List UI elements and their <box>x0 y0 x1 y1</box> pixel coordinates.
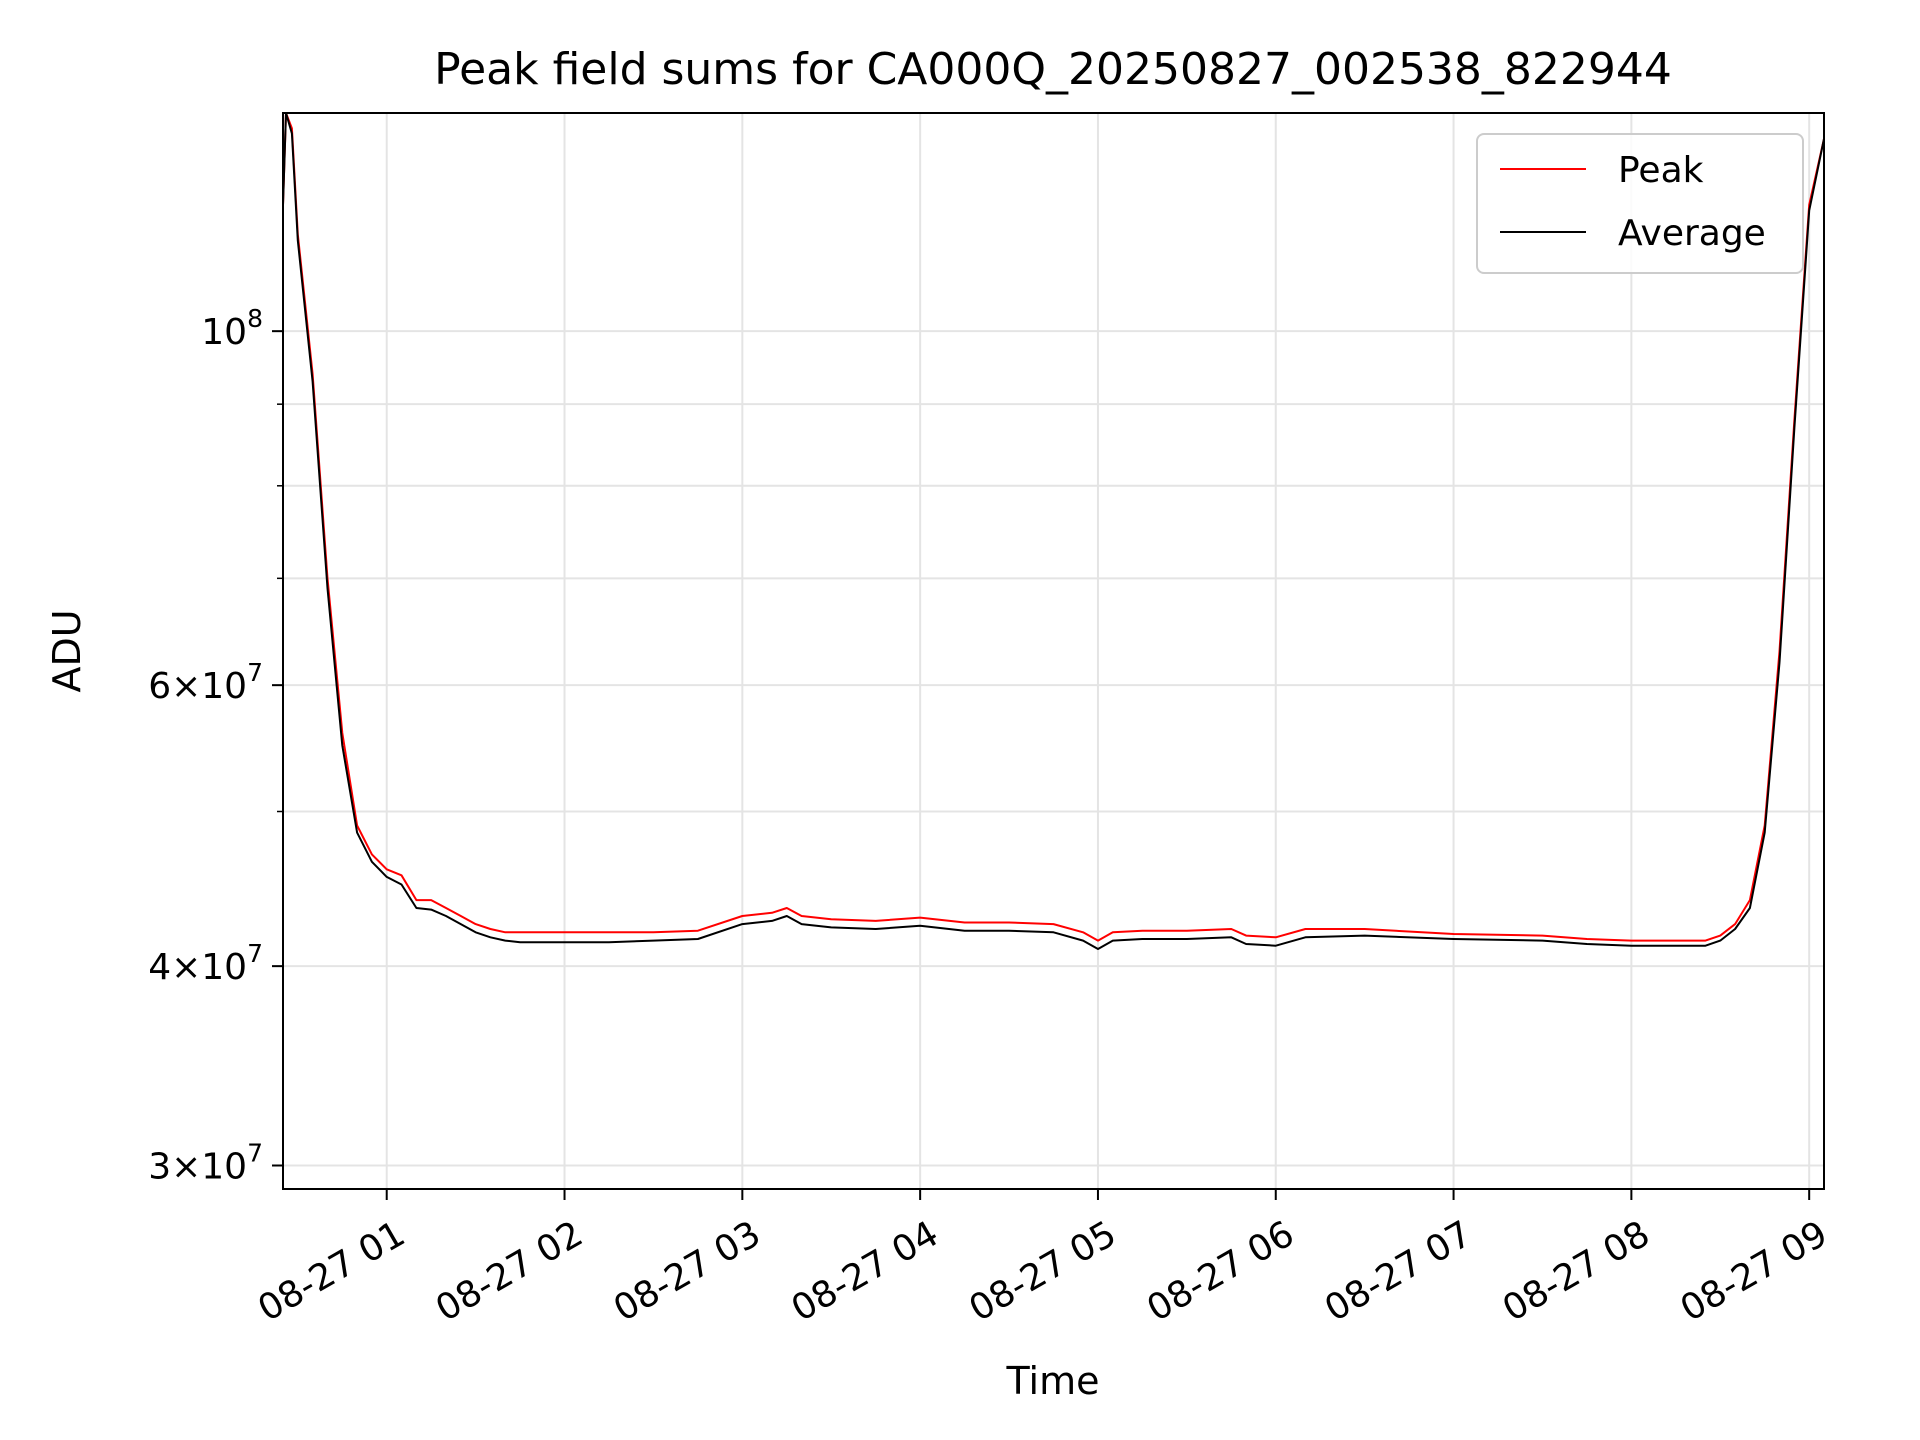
chart-title: Peak field sums for CA000Q_20250827_0025… <box>434 44 1672 95</box>
plot-frame <box>282 112 1825 1190</box>
series-line-peak <box>283 113 1824 942</box>
grid <box>283 113 1824 1189</box>
y-tick-label: 6×107 <box>148 658 263 707</box>
legend: Peak Average <box>1476 133 1804 274</box>
y-axis-label: ADU <box>45 609 89 692</box>
y-tick-label: 3×107 <box>148 1139 263 1188</box>
y-tick-label: 108 <box>201 304 263 353</box>
plot-area <box>283 113 1824 1189</box>
series-line-average <box>283 113 1824 950</box>
series-layer <box>283 113 1824 950</box>
legend-label-peak: Peak <box>1618 150 1704 191</box>
x-axis-label: Time <box>1006 1359 1100 1403</box>
legend-label-average: Average <box>1618 213 1766 254</box>
y-tick-label: 4×107 <box>148 939 263 988</box>
